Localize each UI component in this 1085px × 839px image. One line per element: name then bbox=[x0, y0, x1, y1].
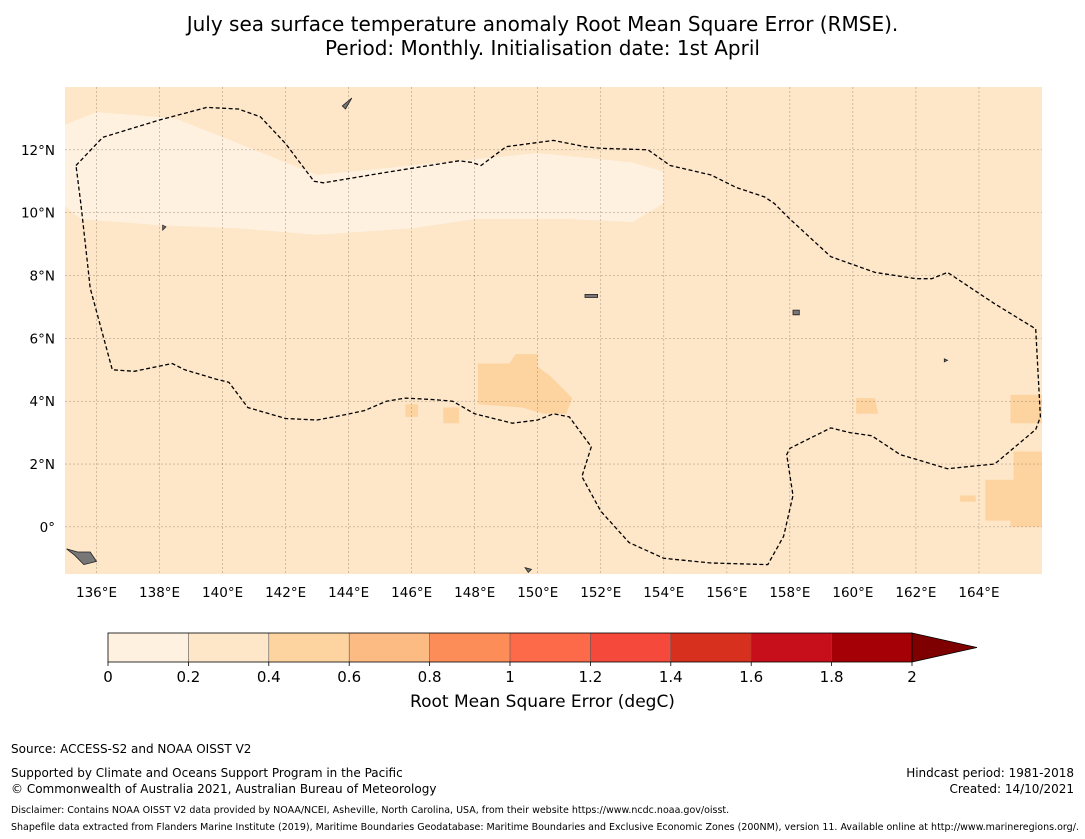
colorbar-tick-label: 1.6 bbox=[739, 668, 763, 686]
created-text: Created: 14/10/2021 bbox=[949, 782, 1074, 796]
higher-error-region bbox=[856, 398, 879, 414]
island bbox=[162, 224, 167, 231]
island bbox=[524, 567, 533, 574]
lon-tick-label: 136°E bbox=[76, 585, 117, 601]
higher-error-region bbox=[1010, 394, 1042, 424]
lon-tick-label: 150°E bbox=[517, 585, 558, 601]
lon-tick-label: 138°E bbox=[139, 585, 180, 601]
colorbar-tick-label: 0 bbox=[103, 668, 113, 686]
hindcast-text: Hindcast period: 1981-2018 bbox=[906, 766, 1074, 780]
colorbar-tick-label: 1.8 bbox=[820, 668, 844, 686]
colorbar-segment bbox=[349, 633, 430, 662]
lon-tick-label: 148°E bbox=[454, 585, 495, 601]
colorbar-segment bbox=[188, 633, 269, 662]
lon-tick-label: 144°E bbox=[328, 585, 369, 601]
colorbar-tick-label: 0.8 bbox=[418, 668, 442, 686]
island bbox=[341, 97, 353, 110]
lon-tick-label: 162°E bbox=[895, 585, 936, 601]
rmse-map: 136°E 138°E 140°E 142°E 144°E 146°E 148°E 150°E… bbox=[21, 87, 1042, 686]
lon-tick-label: 142°E bbox=[265, 585, 306, 601]
island bbox=[943, 358, 949, 363]
higher-error-region bbox=[985, 451, 1042, 527]
support-text: Supported by Climate and Oceans Support … bbox=[11, 766, 403, 780]
disclaimer-text: Disclaimer: Contains NOAA OISST V2 data … bbox=[11, 805, 730, 816]
lat-tick-label: 6°N bbox=[30, 331, 55, 347]
copyright-text: © Commonwealth of Australia 2021, Austra… bbox=[11, 782, 437, 796]
lat-tick-label: 4°N bbox=[30, 394, 55, 410]
colorbar-tick-label: 1.4 bbox=[659, 668, 683, 686]
colorbar-tick-label: 0.6 bbox=[337, 668, 361, 686]
higher-error-region bbox=[443, 407, 459, 424]
shapefile-credit-text: Shapefile data extracted from Flanders M… bbox=[11, 822, 1079, 833]
colorbar-segment bbox=[108, 633, 189, 662]
low-error-region bbox=[65, 112, 664, 235]
source-text: Source: ACCESS-S2 and NOAA OISST V2 bbox=[11, 742, 252, 756]
lon-tick-label: 152°E bbox=[580, 585, 621, 601]
colorbar-tick-label: 0.4 bbox=[257, 668, 281, 686]
colorbar-tick-label: 1 bbox=[505, 668, 515, 686]
colorbar-segment bbox=[590, 633, 671, 662]
lon-tick-label: 154°E bbox=[643, 585, 684, 601]
lat-tick-label: 8°N bbox=[30, 269, 55, 285]
chart-subtitle: Period: Monthly. Initialisation date: 1s… bbox=[325, 36, 760, 60]
colorbar-label: Root Mean Square Error (degC) bbox=[410, 692, 675, 712]
lat-tick-label: 2°N bbox=[30, 457, 55, 473]
higher-error-region bbox=[477, 354, 573, 414]
higher-error-region bbox=[405, 404, 418, 417]
colorbar-tick-label: 2 bbox=[907, 668, 917, 686]
lon-tick-label: 156°E bbox=[706, 585, 747, 601]
lon-tick-label: 160°E bbox=[832, 585, 873, 601]
lon-tick-label: 158°E bbox=[769, 585, 810, 601]
colorbar-tick-label: 1.2 bbox=[578, 668, 602, 686]
colorbar-tick-label: 0.2 bbox=[176, 668, 200, 686]
colorbar-extend-arrow bbox=[911, 632, 978, 663]
island bbox=[584, 293, 598, 298]
island bbox=[792, 309, 800, 316]
colorbar-segment bbox=[510, 633, 591, 662]
lat-tick-label: 0° bbox=[40, 520, 55, 536]
higher-error-region bbox=[960, 495, 976, 502]
lon-tick-label: 140°E bbox=[202, 585, 243, 601]
lat-tick-label: 10°N bbox=[21, 206, 55, 222]
lon-tick-label: 146°E bbox=[391, 585, 432, 601]
colorbar-segment bbox=[268, 633, 350, 662]
chart-title: July sea surface temperature anomaly Roo… bbox=[186, 12, 899, 36]
colorbar-segment bbox=[831, 633, 912, 662]
lat-tick-label: 12°N bbox=[21, 143, 55, 159]
colorbar-segment bbox=[429, 633, 510, 662]
lon-tick-label: 164°E bbox=[958, 585, 999, 601]
colorbar-segment bbox=[670, 633, 752, 662]
island bbox=[66, 548, 98, 566]
colorbar-segment bbox=[751, 633, 832, 662]
